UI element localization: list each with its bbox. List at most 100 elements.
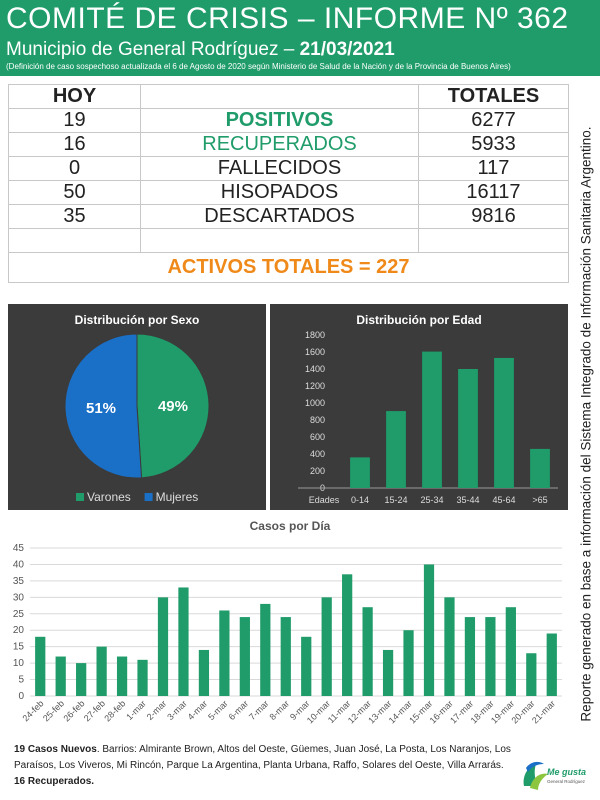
daily-bar-3-mar (178, 587, 189, 696)
new-cases-note: 19 Casos Nuevos. Barrios: Almirante Brow… (14, 742, 524, 774)
empty-cell (140, 228, 419, 253)
total-value: 5933 (418, 132, 569, 157)
x-tick-label: 8-mar (267, 698, 291, 722)
table-header-row: HOY TOTALES (8, 84, 569, 109)
y-tick-label: 800 (310, 415, 325, 425)
x-tick-label: 1-mar (124, 698, 148, 722)
y-tick-label: 45 (13, 543, 25, 554)
y-tick-label: 1600 (305, 347, 325, 357)
age-bar-45-64 (494, 357, 514, 488)
table-row: 50 HISOPADOS 16117 (8, 180, 569, 205)
daily-bar-13-mar (382, 649, 394, 696)
daily-bar-6-mar (239, 617, 250, 696)
x-tick-label: 25-34 (420, 495, 443, 505)
age-bar-15-24 (386, 411, 406, 488)
sex-pie-chart: Distribución por Sexo 49% 51% Varones Mujere… (64, 313, 210, 504)
row-label: RECUPERADOS (140, 132, 419, 157)
logo-icon: Me gusta General Rodríguez (523, 761, 586, 790)
y-tick-label: 25 (13, 609, 25, 620)
daily-bar-26-feb (76, 663, 87, 696)
daily-bar-10-mar (321, 597, 332, 696)
age-distribution-panel: Distribución por Edad 0 200 400 600 800 1000 12… (270, 304, 568, 510)
chart-title: Casos por Día (250, 519, 331, 533)
y-tick-label: 200 (310, 466, 325, 476)
x-tick-label: 0-14 (351, 495, 369, 505)
total-value: 6277 (418, 108, 569, 133)
daily-bar-18-mar (485, 617, 496, 696)
report-date: 21/03/2021 (299, 39, 395, 60)
today-value: 19 (8, 108, 141, 133)
head-today: HOY (8, 84, 141, 109)
legend-swatch (144, 493, 153, 501)
table-row: 19 POSITIVOS 6277 (8, 108, 569, 133)
legend-swatch (76, 493, 84, 501)
y-tick-label: 15 (13, 642, 25, 653)
row-label: HISOPADOS (140, 180, 419, 205)
daily-bar-2-mar (157, 597, 169, 696)
y-tick-label: 1400 (305, 364, 325, 374)
daily-bar-25-feb (55, 656, 66, 696)
report-subtitle: Municipio de General Rodríguez – 21/03/2… (6, 39, 395, 61)
pie-value-label: 51% (86, 400, 116, 417)
y-tick-label: 5 (18, 675, 24, 686)
daily-bar-24-feb (35, 636, 46, 696)
x-tick-label: 6-mar (227, 698, 251, 722)
row-label: DESCARTADOS (140, 204, 419, 229)
municipality-logo: Me gusta General Rodríguez (520, 758, 590, 794)
x-tick-label: 35-44 (456, 495, 479, 505)
daily-cases-chart: Casos por Día 0 5 10 15 20 25 30 35 40 45 24-feb25-… (13, 519, 562, 726)
new-cases-count: 19 Casos Nuevos (14, 744, 97, 755)
chart-title: Distribución por Edad (356, 313, 481, 327)
y-tick-label: 600 (310, 432, 325, 442)
y-tick-label: 1800 (305, 330, 325, 340)
new-cases-barrios: . Barrios: Almirante Brown, Altos del Oe… (14, 744, 511, 771)
y-tick-label: 400 (310, 449, 325, 459)
legend-label: Varones (87, 490, 131, 504)
daily-bar-28-feb (116, 656, 128, 696)
daily-bar-15-mar (423, 564, 435, 696)
y-tick-label: 1000 (305, 398, 325, 408)
row-label: FALLECIDOS (140, 156, 419, 181)
x-tick-label: 27-feb (82, 698, 107, 723)
total-value: 9816 (418, 204, 569, 229)
activos-row: ACTIVOS TOTALES = 227 (8, 252, 569, 283)
y-tick-label: 10 (13, 658, 25, 669)
pie-value-label: 49% (158, 398, 188, 415)
y-tick-label: 30 (13, 592, 25, 603)
daily-bar-12-mar (362, 607, 373, 696)
x-tick-label: 15-24 (384, 495, 407, 505)
table-row: 0 FALLECIDOS 117 (8, 156, 569, 181)
today-value: 35 (8, 204, 141, 229)
x-tick-label: 28-feb (102, 698, 127, 723)
today-value: 50 (8, 180, 141, 205)
empty-cell (418, 228, 569, 253)
recovered-note: 16 Recuperados. (14, 774, 524, 790)
daily-bar-27-feb (96, 646, 107, 696)
daily-bar-16-mar (444, 597, 455, 696)
x-tick-label: 24-feb (21, 698, 46, 723)
head-empty (140, 84, 419, 109)
source-text: Reporte generado en base a información d… (578, 126, 594, 722)
pie-slice-varones (136, 333, 210, 479)
x-tick-label: 21-mar (530, 698, 557, 725)
x-tick-label: 7-mar (247, 698, 271, 722)
table-empty-row (8, 228, 569, 253)
y-tick-label: 40 (13, 559, 25, 570)
total-value: 117 (418, 156, 569, 181)
chart-title: Distribución por Sexo (75, 313, 200, 327)
footer-notes: 19 Casos Nuevos. Barrios: Almirante Brow… (14, 742, 524, 790)
daily-bar-17-mar (464, 617, 476, 696)
head-totals: TOTALES (418, 84, 569, 109)
report-title: COMITÉ DE CRISIS – INFORME Nº 362 (6, 2, 569, 35)
daily-bar-4-mar (198, 649, 210, 696)
y-tick-label: 0 (18, 691, 24, 702)
y-tick-label: 1200 (305, 381, 325, 391)
logo-line2: General Rodríguez (547, 779, 586, 784)
definition-note: (Definición de caso sospechoso actualiza… (6, 62, 511, 71)
municipality-name: Municipio de General Rodríguez – (6, 39, 300, 60)
table-row: 35 DESCARTADOS 9816 (8, 204, 569, 229)
logo-line1: Me gusta (547, 767, 586, 777)
pie-slice-mujeres (64, 333, 143, 479)
age-bar-chart: Distribución por Edad0200400600800100012… (298, 313, 558, 505)
x-tick-label: 45-64 (492, 495, 515, 505)
